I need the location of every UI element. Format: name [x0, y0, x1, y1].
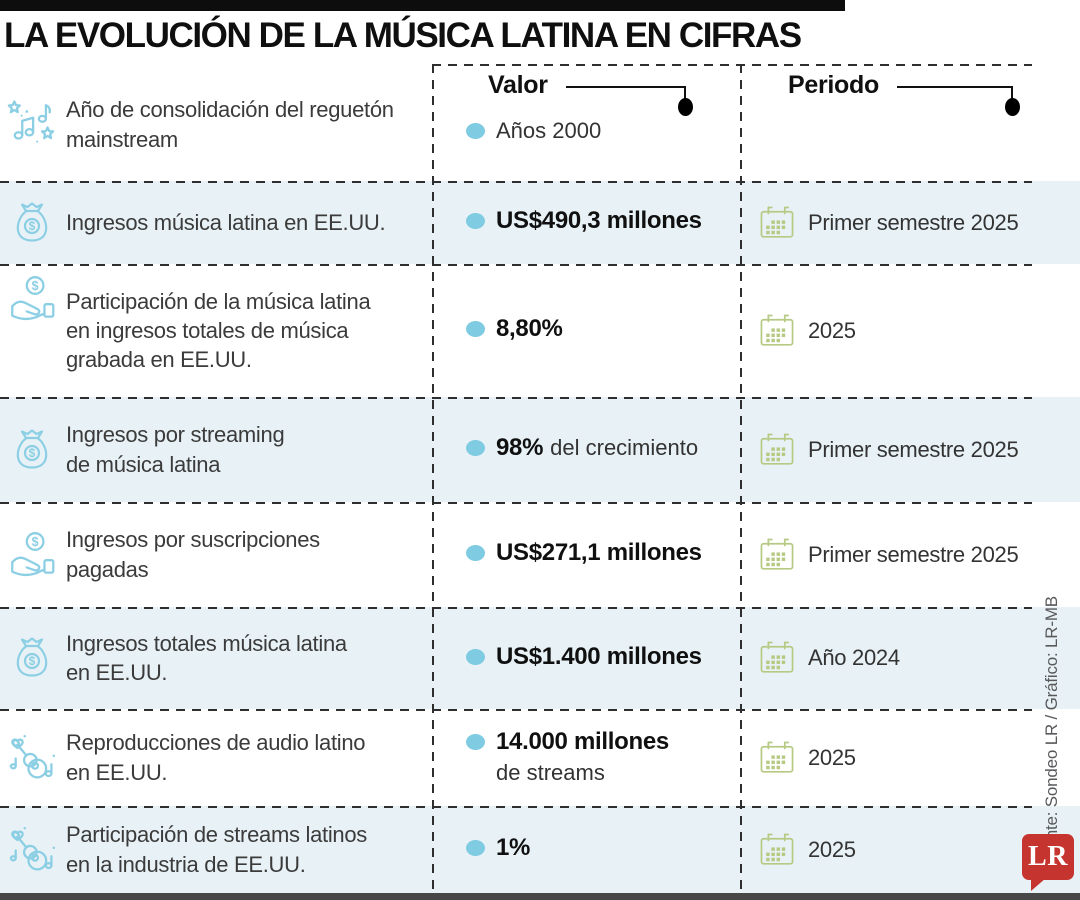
table-row: $ Ingresos por streaming de música latin… [0, 397, 1080, 502]
row-value: Años 2000 [466, 117, 601, 148]
row-icon-cell: $ [0, 502, 64, 607]
table-row: $ Ingresos totales música latina en EE.U… [0, 607, 1080, 709]
row-value: US$271,1 millones [466, 539, 709, 570]
bottom-bar [0, 893, 1080, 900]
svg-text:$: $ [32, 535, 39, 549]
period-label: Año 2024 [808, 645, 900, 670]
row-period: Primer semestre 2025 [740, 181, 1080, 264]
grid-line [0, 264, 1032, 266]
grid-line [0, 397, 1032, 399]
row-value: 1% [466, 834, 537, 865]
period-label: Primer semestre 2025 [808, 436, 1019, 462]
grid-line [0, 806, 1032, 808]
row-description: Participación de la música latina en ing… [66, 288, 371, 373]
row-period: 2025 [740, 264, 1080, 397]
grid-line [0, 607, 1032, 609]
table-row: Año de consolidación del reguetón mainst… [0, 68, 1080, 181]
page-title: LA EVOLUCIÓN DE LA MÚSICA LATINA EN CIFR… [4, 16, 802, 55]
period-label: 2025 [808, 317, 856, 343]
grid-line [740, 64, 742, 893]
period-label: 2025 [808, 744, 856, 770]
row-period: Primer semestre 2025 [740, 397, 1080, 502]
header-dot-icon [1005, 98, 1020, 116]
row-description: Año de consolidación del reguetón mainst… [66, 97, 394, 152]
row-description: Ingresos totales música latina en EE.UU. [66, 630, 347, 685]
row-value: 98% del crecimiento [466, 434, 698, 465]
guitar-icon [9, 734, 56, 778]
row-period: Año 2024 [740, 607, 1080, 709]
row-description: Ingresos música latina en EE.UU. [66, 209, 386, 235]
bullet-icon [466, 545, 485, 561]
money-bag-icon: $ [16, 201, 48, 242]
grid-line [0, 709, 1032, 711]
guitar-icon [9, 826, 56, 870]
grid-line [432, 64, 434, 893]
svg-text:$: $ [29, 654, 36, 668]
row-icon-cell: $ [0, 607, 64, 709]
header-connector-line [684, 86, 686, 101]
row-period: 2025 [740, 806, 1080, 893]
grid-line [432, 64, 1032, 66]
bullet-icon [466, 321, 485, 337]
svg-text:$: $ [29, 219, 36, 233]
row-description: Participación de streams latinos en la i… [66, 822, 367, 877]
table-row: Reproducciones de audio latino en EE.UU.… [0, 709, 1080, 806]
money-bag-icon: $ [16, 637, 48, 677]
period-label: Primer semestre 2025 [808, 541, 1019, 567]
header-connector-line [1011, 86, 1013, 101]
table-row: $ Ingresos por suscripciones pagadas US$… [0, 502, 1080, 607]
music-notes-icon [7, 99, 55, 143]
row-value: US$1.400 millones [466, 643, 709, 674]
table-row: Participación de streams latinos en la i… [0, 806, 1080, 893]
calendar-icon [760, 433, 794, 465]
row-value: US$490,3 millones [466, 207, 709, 238]
row-period: Primer semestre 2025 [740, 502, 1080, 607]
grid-line [0, 502, 1032, 504]
bullet-icon [466, 440, 485, 456]
logo-tail [1031, 878, 1046, 891]
bullet-icon [466, 734, 485, 750]
row-icon-cell [0, 806, 64, 893]
money-bag-icon: $ [16, 428, 48, 469]
calendar-icon [760, 538, 794, 570]
row-value: 14.000 millones de streams [466, 728, 669, 787]
calendar-icon [760, 741, 794, 773]
column-header-valor: Valor [488, 71, 548, 99]
bullet-icon [466, 123, 485, 139]
column-header-periodo: Periodo [788, 71, 879, 99]
table-row: $ Participación de la música latina en i… [0, 264, 1080, 397]
row-description: Ingresos por suscripciones pagadas [66, 527, 320, 582]
row-icon-cell [0, 68, 64, 181]
row-value: 8,80% [466, 315, 570, 346]
header-dot-icon [678, 98, 693, 116]
source-credit: Fuente: Sondeo LR / Gráfico: LR-MB [1042, 596, 1061, 868]
header-connector-line [897, 86, 1013, 88]
row-description: Ingresos por streaming de música latina [66, 422, 285, 477]
grid-line [0, 181, 1032, 183]
bullet-icon [466, 213, 485, 229]
row-icon-cell [0, 709, 64, 806]
top-accent-bar [0, 0, 845, 11]
svg-text:$: $ [29, 446, 36, 460]
calendar-icon [760, 641, 794, 673]
row-icon-cell: $ [0, 397, 64, 502]
lr-logo: LR [1022, 834, 1074, 891]
row-icon-cell: $ [0, 264, 64, 397]
hand-coin-icon: $ [11, 276, 55, 321]
period-label: 2025 [808, 836, 856, 862]
row-period: 2025 [740, 709, 1080, 806]
calendar-icon [760, 314, 794, 346]
bullet-icon [466, 840, 485, 856]
row-description: Reproducciones de audio latino en EE.UU. [66, 730, 366, 785]
calendar-icon [760, 833, 794, 865]
row-icon-cell: $ [0, 181, 64, 264]
svg-text:$: $ [32, 279, 39, 293]
calendar-icon [760, 206, 794, 238]
table-row: $ Ingresos música latina en EE.UU. US$49… [0, 181, 1080, 264]
hand-coin-icon: $ [11, 531, 55, 576]
period-label: Primer semestre 2025 [808, 209, 1019, 235]
bullet-icon [466, 648, 485, 665]
header-connector-line [566, 86, 686, 88]
